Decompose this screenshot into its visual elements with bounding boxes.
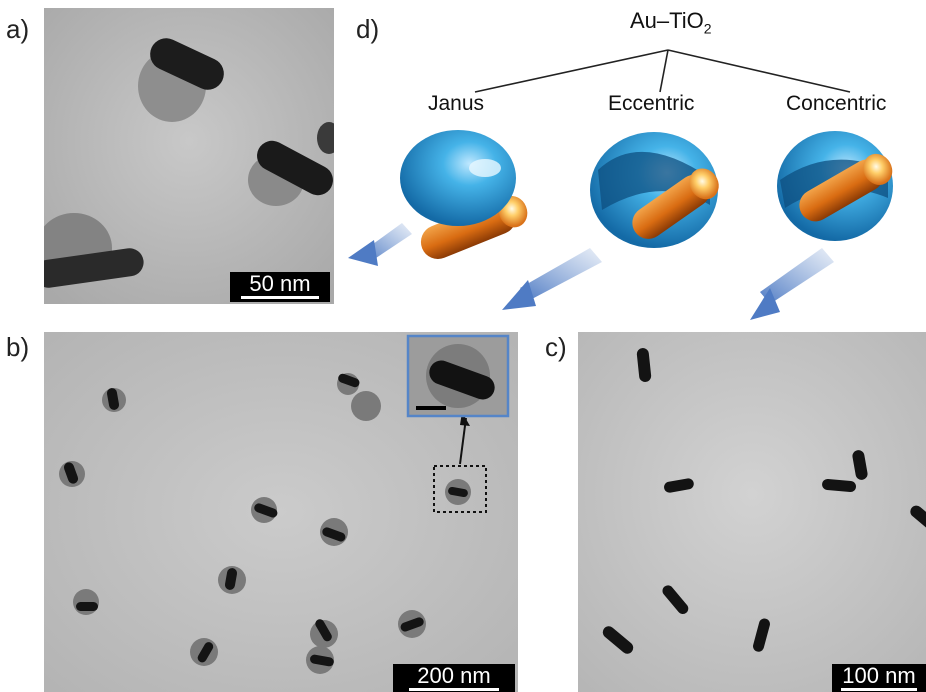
- scale-bar-c-line: [841, 688, 917, 691]
- tem-image-a-graphic: [44, 8, 334, 304]
- scale-bar-b-line: [409, 688, 499, 691]
- schematic-title-sub: 2: [703, 20, 712, 37]
- schematic-d: Au–TiO2: [340, 0, 926, 330]
- schematic-graphic: [348, 49, 893, 320]
- scale-bar-c: 100 nm: [832, 664, 926, 692]
- schematic-title-main: Au–TiO: [630, 8, 704, 33]
- tem-image-b: 200 nm: [44, 332, 518, 692]
- tem-image-c: 100 nm: [578, 332, 926, 692]
- scale-bar-b: 200 nm: [393, 664, 515, 692]
- scale-bar-b-label: 200 nm: [417, 663, 491, 688]
- scale-bar-a-line: [241, 296, 319, 299]
- arrow-to-a: [348, 223, 412, 266]
- panel-label-b: b): [6, 332, 30, 362]
- type-label-concentric: Concentric: [786, 92, 887, 115]
- scale-bar-a: 50 nm: [230, 272, 330, 302]
- scale-bar-c-label: 100 nm: [842, 663, 916, 688]
- eccentric-particle: [590, 132, 719, 248]
- janus-particle: [400, 130, 528, 260]
- tem-image-a: 50 nm: [44, 8, 334, 304]
- type-label-janus: Janus: [428, 92, 485, 115]
- type-label-eccentric: Eccentric: [608, 92, 695, 115]
- selection-box: [433, 465, 487, 513]
- panel-label-c: c): [545, 332, 567, 362]
- arrow-to-b: [502, 248, 602, 310]
- scale-bar-a-label: 50 nm: [249, 271, 311, 296]
- tem-image-c-graphic: [578, 332, 926, 692]
- concentric-particle: [777, 131, 893, 241]
- panel-label-a: a): [6, 14, 30, 44]
- tem-image-b-graphic: [44, 332, 518, 692]
- panel-label-d: d): [356, 14, 380, 44]
- arrow-to-c: [750, 248, 834, 320]
- schematic-title: Au–TiO2: [630, 8, 712, 36]
